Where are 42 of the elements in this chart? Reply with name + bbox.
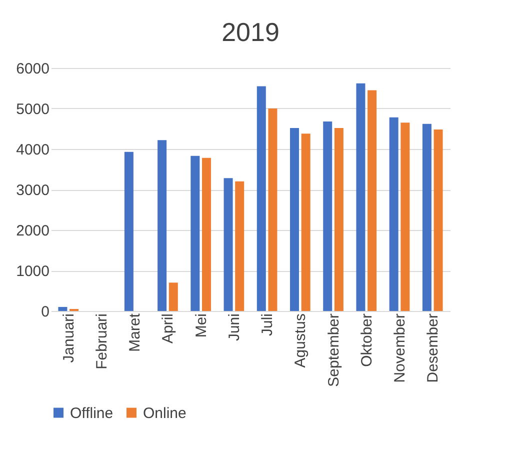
bar — [256, 86, 266, 311]
x-tick-label: Juli — [259, 314, 276, 336]
x-tick-label: Juni — [226, 314, 243, 342]
x-tick-label: Januari — [60, 314, 78, 363]
bar — [400, 122, 410, 311]
bar — [290, 128, 300, 311]
legend-label: Offline — [70, 404, 114, 422]
bar — [434, 130, 443, 311]
bar — [323, 121, 332, 311]
x-tick-label: Desember — [424, 314, 442, 383]
bar — [235, 181, 244, 311]
y-tick-label: 1000 — [16, 263, 50, 280]
y-tick-label: 6000 — [16, 60, 50, 78]
x-tick-label: Oktober — [358, 314, 376, 367]
x-tick-label: September — [325, 313, 342, 387]
x-tick-label: April — [160, 314, 177, 344]
legend-label: Online — [143, 404, 186, 422]
y-tick-label: 0 — [41, 304, 50, 320]
bar — [334, 128, 344, 311]
x-tick-label: November — [392, 314, 409, 383]
bar — [124, 152, 134, 311]
bar — [389, 117, 398, 311]
y-tick-label: 2000 — [16, 222, 50, 240]
bar — [224, 178, 233, 311]
bar — [268, 108, 278, 311]
y-tick-label: 3000 — [16, 182, 50, 199]
bar — [422, 124, 432, 311]
bar — [368, 90, 377, 311]
y-tick-label: 4000 — [16, 142, 50, 158]
bar — [356, 83, 366, 311]
bar — [168, 282, 178, 311]
chart-title: 2019 — [222, 17, 280, 47]
x-tick-label: Agustus — [292, 314, 310, 368]
x-tick-label: Mei — [192, 314, 210, 338]
bar — [202, 158, 211, 311]
x-tick-label: Februari — [93, 314, 110, 370]
bar — [190, 156, 200, 311]
bar — [58, 306, 68, 311]
x-tick-label: Maret — [126, 312, 144, 352]
y-tick-label: 5000 — [16, 101, 50, 118]
bar — [301, 134, 310, 311]
bar — [158, 140, 167, 311]
